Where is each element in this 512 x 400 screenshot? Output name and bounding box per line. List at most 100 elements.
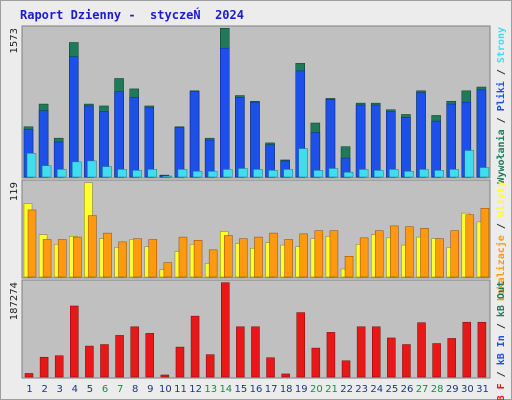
x-tick-day-23: 23 bbox=[355, 384, 368, 395]
panel-2-ymax-label: 119 bbox=[9, 182, 20, 201]
bar-files-day-14 bbox=[223, 169, 233, 178]
bar-pages-day-8 bbox=[129, 97, 139, 178]
bar-files-day-27 bbox=[419, 169, 429, 178]
bar-sites-day-22 bbox=[344, 255, 354, 278]
bar-sites-day-6 bbox=[103, 232, 112, 278]
bar-files-day-19 bbox=[298, 148, 308, 178]
bar-pages-day-23 bbox=[355, 104, 366, 178]
bar-pages-day-12 bbox=[189, 91, 200, 178]
bar-kb-day-20 bbox=[311, 347, 321, 378]
x-tick-day-9: 9 bbox=[147, 384, 153, 395]
bar-sites-day-19 bbox=[299, 233, 308, 278]
bar-kb-day-17 bbox=[266, 357, 275, 378]
legend-item: kB Out bbox=[496, 281, 507, 317]
bar-sites-day-5 bbox=[88, 215, 97, 278]
x-tick-day-8: 8 bbox=[132, 384, 138, 395]
bar-pages-day-16 bbox=[250, 101, 260, 178]
bar-files-day-30 bbox=[464, 150, 475, 178]
x-tick-day-18: 18 bbox=[280, 384, 293, 395]
bar-kb-day-29 bbox=[447, 338, 456, 378]
legend-panel-3: kB F / kB In / kB Out bbox=[496, 281, 507, 400]
bar-files-day-21 bbox=[328, 168, 339, 178]
bar-pages-day-25 bbox=[386, 111, 396, 178]
bar-sites-day-18 bbox=[284, 239, 293, 278]
legend-item: / bbox=[496, 365, 507, 377]
x-tick-day-17: 17 bbox=[265, 384, 278, 395]
bar-pages-day-4 bbox=[69, 56, 79, 178]
bar-files-day-4 bbox=[72, 161, 82, 178]
bar-files-day-29 bbox=[449, 169, 459, 178]
bar-kb-day-24 bbox=[371, 326, 381, 378]
legend-item: kB In bbox=[496, 329, 507, 365]
x-tick-day-15: 15 bbox=[235, 384, 248, 395]
bar-sites-day-12 bbox=[193, 240, 203, 278]
bar-sites-day-26 bbox=[405, 226, 414, 278]
x-tick-day-14: 14 bbox=[219, 384, 232, 395]
bar-files-day-8 bbox=[132, 170, 142, 178]
x-tick-day-4: 4 bbox=[72, 384, 78, 395]
bar-sites-day-15 bbox=[239, 238, 248, 278]
bar-sites-day-29 bbox=[450, 230, 459, 278]
bar-kb-day-31 bbox=[477, 321, 487, 378]
legend-item: Wizyty bbox=[495, 181, 507, 217]
bar-kb-day-3 bbox=[54, 355, 64, 378]
x-tick-day-6: 6 bbox=[102, 384, 108, 395]
bar-kb-day-23 bbox=[356, 326, 366, 378]
bar-sites-day-14 bbox=[224, 235, 233, 278]
x-tick-day-26: 26 bbox=[401, 384, 414, 395]
bar-kb-day-4 bbox=[70, 305, 79, 378]
bar-sites-day-10 bbox=[163, 262, 173, 278]
bar-pages-day-15 bbox=[235, 97, 245, 178]
legend-item: / bbox=[496, 317, 507, 329]
legend-panel-2: Lokalizacje / Wizyty bbox=[495, 181, 507, 301]
bar-files-day-28 bbox=[434, 170, 444, 178]
x-tick-day-1: 1 bbox=[26, 384, 32, 395]
bar-files-day-25 bbox=[389, 169, 399, 178]
bar-files-day-10 bbox=[162, 175, 173, 178]
x-tick-day-31: 31 bbox=[476, 384, 489, 395]
bar-files-day-2 bbox=[41, 165, 52, 178]
bar-kb-day-8 bbox=[130, 326, 139, 378]
bar-sites-day-24 bbox=[374, 230, 384, 278]
bar-sites-day-27 bbox=[420, 228, 429, 278]
bar-sites-day-7 bbox=[118, 241, 127, 278]
bar-pages-day-7 bbox=[114, 91, 124, 178]
x-tick-day-21: 21 bbox=[325, 384, 338, 395]
bar-kb-day-27 bbox=[417, 322, 426, 378]
bar-kb-day-22 bbox=[341, 360, 351, 378]
bar-sites-day-30 bbox=[465, 214, 475, 278]
x-tick-day-16: 16 bbox=[250, 384, 263, 395]
legend-item: Wywołania bbox=[495, 123, 507, 183]
x-tick-day-20: 20 bbox=[310, 384, 323, 395]
bar-kb-day-9 bbox=[145, 333, 155, 378]
bar-kb-day-19 bbox=[296, 312, 305, 378]
bar-sites-day-17 bbox=[269, 232, 278, 278]
bar-kb-day-12 bbox=[190, 315, 200, 378]
panel-3-ymax-label: 187274 bbox=[9, 282, 20, 320]
x-tick-day-2: 2 bbox=[41, 384, 47, 395]
bar-files-day-9 bbox=[147, 169, 158, 178]
legend-item: kB F bbox=[496, 377, 507, 400]
legend-item: Pliki bbox=[495, 75, 507, 111]
x-tick-day-12: 12 bbox=[189, 384, 202, 395]
bar-pages-day-28 bbox=[431, 120, 441, 178]
bar-kb-day-14 bbox=[221, 282, 230, 378]
bar-files-day-3 bbox=[56, 169, 67, 178]
bar-sites-day-20 bbox=[314, 230, 324, 278]
bar-files-day-22 bbox=[343, 172, 354, 178]
bar-sites-day-1 bbox=[27, 209, 37, 278]
bar-sites-day-2 bbox=[42, 239, 52, 278]
x-tick-day-3: 3 bbox=[57, 384, 63, 395]
bar-kb-day-16 bbox=[251, 326, 260, 378]
bar-sites-day-4 bbox=[73, 236, 82, 278]
bar-sites-day-9 bbox=[148, 239, 158, 278]
bar-sites-day-11 bbox=[178, 236, 188, 278]
x-tick-day-28: 28 bbox=[431, 384, 444, 395]
bar-kb-day-6 bbox=[100, 344, 109, 378]
x-tick-day-13: 13 bbox=[204, 384, 217, 395]
bar-pages-day-14 bbox=[220, 47, 230, 178]
bar-files-day-20 bbox=[313, 170, 324, 178]
legend-panel-1: Wywołania / Pliki / Strony bbox=[495, 27, 507, 184]
bar-pages-day-24 bbox=[370, 104, 381, 178]
bar-sites-day-16 bbox=[254, 236, 263, 278]
